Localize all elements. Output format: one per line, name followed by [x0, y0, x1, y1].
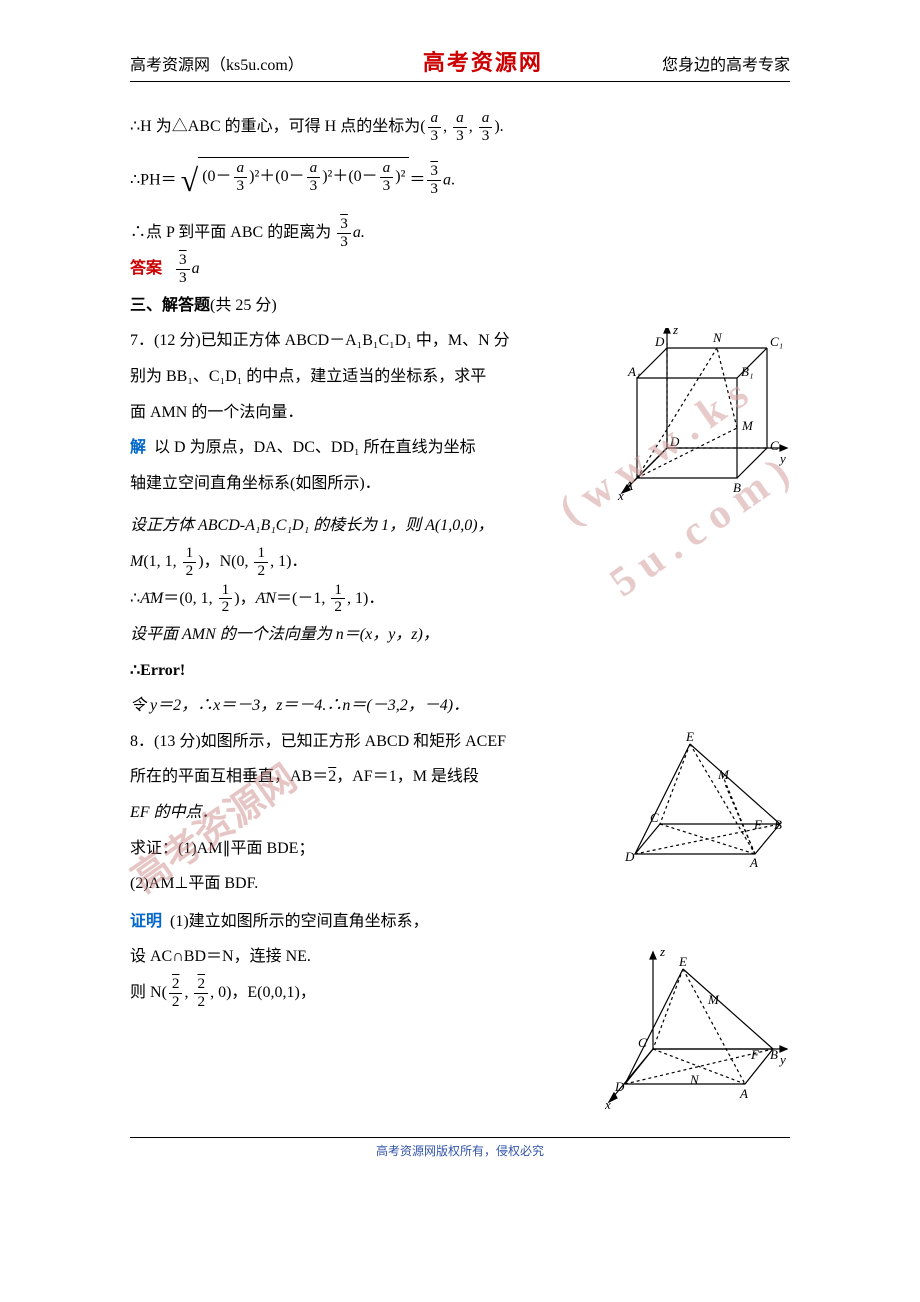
- content: ( w w w . k s 5 u . c o m ) 高考资源网 ∴H 为△A…: [130, 110, 790, 1113]
- header-center: 高考资源网: [423, 45, 543, 77]
- answer-label: 答案: [130, 260, 162, 277]
- svg-text:C: C: [770, 438, 779, 453]
- svg-text:A: A: [749, 855, 758, 870]
- page-footer: 高考资源网版权所有，侵权必究: [130, 1137, 790, 1159]
- svg-text:B₁: B₁: [741, 364, 753, 379]
- page: 高考资源网（ks5u.com） 高考资源网 您身边的高考专家 ( w w w .…: [0, 0, 920, 1179]
- step-centroid: ∴H 为△ABC 的重心，可得 H 点的坐标为(a3, a3, a3).: [130, 110, 790, 145]
- svg-text:A: A: [624, 478, 633, 493]
- svg-text:C: C: [650, 810, 659, 825]
- q7-result: 令 y＝2，∴x＝－3，z＝－4.∴n＝(－3,2，－4)．: [130, 689, 790, 723]
- svg-text:N: N: [712, 330, 723, 345]
- svg-text:B: B: [733, 480, 741, 495]
- pyramid-figure-1: E M C B D A F: [610, 729, 790, 874]
- cube-figure: A₁ B₁ C₁ D₁ A B C D M N x y z: [615, 328, 790, 503]
- svg-text:M: M: [707, 992, 720, 1007]
- svg-text:M: M: [717, 767, 730, 782]
- page-header: 高考资源网（ks5u.com） 高考资源网 您身边的高考专家: [130, 45, 790, 82]
- q7-error: ∴Error!: [130, 654, 790, 688]
- svg-text:z: z: [659, 944, 665, 959]
- svg-text:D: D: [614, 1079, 625, 1094]
- svg-text:A: A: [739, 1086, 748, 1101]
- svg-text:F: F: [753, 817, 763, 832]
- svg-text:z: z: [672, 328, 678, 337]
- svg-text:M: M: [741, 418, 754, 433]
- svg-text:A₁: A₁: [627, 364, 640, 379]
- svg-text:F: F: [750, 1047, 760, 1062]
- svg-text:E: E: [685, 729, 694, 744]
- q7-solve3: 设正方体 ABCD-A₁B₁C₁D₁ 的棱长为 1，则 A(1,0,0)，: [130, 509, 790, 543]
- svg-text:D: D: [669, 434, 680, 449]
- svg-text:E: E: [678, 954, 687, 969]
- svg-text:x: x: [617, 488, 624, 503]
- header-right: 您身边的高考专家: [662, 51, 790, 75]
- q7-vectors: ∴AM＝(0, 1, 12)，AN＝(－1, 12, 1)．: [130, 582, 790, 617]
- svg-text:D: D: [624, 849, 635, 864]
- prove-label: 证明: [130, 913, 162, 930]
- header-left: 高考资源网（ks5u.com）: [130, 51, 304, 75]
- svg-text:y: y: [778, 1052, 786, 1067]
- answer-line: 答案 33a: [130, 252, 790, 287]
- svg-text:B: B: [770, 1047, 778, 1062]
- q8-prove1: 证明 (1)建立如图所示的空间直角坐标系，: [130, 905, 790, 939]
- svg-text:x: x: [605, 1097, 611, 1109]
- svg-text:y: y: [778, 451, 786, 466]
- solve-label: 解: [130, 439, 146, 456]
- svg-text:D₁: D₁: [654, 334, 669, 349]
- section-heading: 三、解答题(共 25 分): [130, 289, 790, 323]
- q7-normal: 设平面 AMN 的一个法向量为 n＝(x，y，z)，: [130, 618, 790, 652]
- svg-text:C₁: C₁: [770, 334, 783, 349]
- step-ph: ∴PH＝ √ (0－a3)²＋(0－a3)²＋(0－a3)² ＝33a.: [130, 147, 790, 214]
- pyramid-figure-2: E M C B D A F N x y z: [605, 944, 790, 1109]
- q7-coords-mn: M(1, 1, 12)，N(0, 12, 1)．: [130, 545, 790, 580]
- svg-text:N: N: [689, 1072, 700, 1087]
- step-dist: ∴点 P 到平面 ABC 的距离为 33a.: [130, 216, 790, 251]
- svg-text:C: C: [638, 1035, 647, 1050]
- svg-text:B: B: [774, 817, 782, 832]
